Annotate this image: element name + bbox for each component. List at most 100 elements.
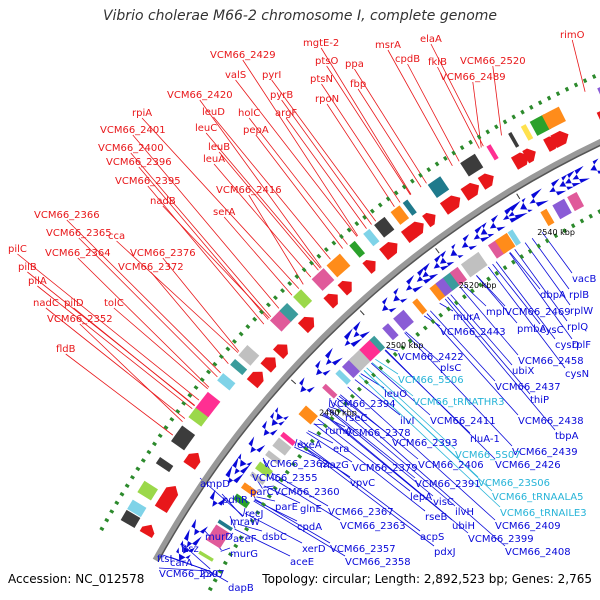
rna-feature-labels: VCM66_5S06VCM66_tRNATHR3VCM66_5S07VCM66_…	[398, 375, 587, 519]
inner-segment	[240, 482, 258, 497]
inner-segment	[335, 369, 351, 385]
forward-gene-arrow	[297, 316, 315, 334]
reverse-gene-label: VCM66_2378	[345, 428, 411, 439]
reverse-gene-label: thiP	[530, 395, 549, 406]
reverse-gene-label: xerD	[302, 544, 326, 555]
reverse-gene-arrow	[489, 214, 506, 232]
forward-gene-label: fklB	[428, 57, 447, 68]
forward-gene-arrow	[407, 221, 424, 239]
reverse-gene-label-connector	[234, 528, 291, 557]
forward-gene-label-connector	[248, 194, 304, 285]
rna-gene-label-connector	[366, 367, 456, 450]
reverse-gene-arrow	[248, 436, 266, 453]
reverse-gene-label: exeA	[297, 440, 322, 451]
backbone-edge	[157, 144, 600, 563]
forward-gene-label: VCM66_2395	[115, 176, 181, 187]
accession-value: NC_012578	[75, 572, 145, 586]
reverse-gene-arrow	[261, 420, 278, 436]
forward-gene-label-connector	[242, 59, 359, 237]
forward-gene-label-connector	[141, 117, 300, 289]
reverse-gene-label: era	[333, 444, 349, 455]
outer-segment	[541, 106, 566, 130]
reverse-gene-arrow	[508, 200, 528, 220]
reverse-gene-label-connector	[509, 252, 573, 340]
outer-segment	[188, 406, 209, 427]
reverse-gene-label: cysN	[565, 369, 589, 380]
reverse-gene-label: mpl	[486, 307, 505, 318]
reverse-gene-arrow	[416, 266, 434, 284]
reverse-gene-label-connector	[476, 275, 518, 324]
reverse-gene-arrow	[183, 529, 202, 548]
reverse-gene-arrow	[461, 234, 478, 251]
forward-gene-label: pilD	[64, 298, 84, 309]
forward-gene-label-connector	[150, 271, 229, 365]
reverse-gene-label: VCM66_2411	[430, 416, 496, 427]
reverse-gene-label: ilvH	[455, 507, 474, 518]
forward-gene-label-connector	[132, 134, 280, 309]
genes-value: 2,765	[557, 572, 592, 586]
outer-segment	[349, 240, 366, 258]
reverse-gene-arrow	[439, 250, 455, 266]
inner-segment	[341, 356, 364, 379]
scale-tick-label: 2520 kbp	[459, 281, 497, 290]
forward-gene-label: VCM66_2376	[130, 248, 196, 259]
forward-gene-label: leuB	[208, 142, 230, 153]
forward-gene-label-connector	[213, 163, 312, 278]
reverse-gene-label-connector	[244, 513, 303, 544]
forward-gene-arrow	[439, 195, 461, 215]
inner-segment	[382, 323, 399, 341]
reverse-gene-label: parE	[275, 502, 298, 513]
outer-segment	[311, 268, 335, 291]
reverse-gene-label: VCM66_2409	[495, 521, 561, 532]
inner-segment	[460, 258, 479, 278]
forward-gene-label: ptsN	[310, 74, 333, 85]
reverse-gene-label-connector	[273, 473, 329, 507]
reverse-gene-label-connector	[509, 252, 541, 290]
reverse-gene-label-connector	[354, 379, 401, 416]
length-value: 2,892,523 bp	[423, 572, 504, 586]
inner-segment	[412, 298, 428, 315]
reverse-gene-label-connector	[237, 523, 263, 532]
reverse-gene-label-connector	[313, 423, 326, 426]
forward-gene-label: VCM66_2520	[460, 56, 526, 67]
reverse-gene-label: ubiH	[452, 521, 475, 532]
forward-gene-label: fldB	[56, 344, 76, 355]
inner-segment	[272, 437, 292, 456]
forward-gene-label: nadC	[33, 298, 59, 309]
reverse-gene-label: ftsI	[157, 554, 172, 565]
reverse-gene-label: VCM66_2437	[495, 382, 561, 393]
reverse-gene-label-connector	[347, 386, 496, 521]
topology-value: circular	[322, 572, 367, 586]
reverse-gene-label: pdhR	[222, 495, 248, 506]
forward-gene-label-connector	[162, 257, 240, 352]
forward-gene-label-connector	[354, 68, 427, 184]
forward-gene-label: VCM66_2396	[106, 157, 172, 168]
inner-segment	[249, 471, 266, 485]
reverse-gene-label-connector	[488, 266, 566, 369]
inner-segment	[494, 232, 516, 255]
rna-gene-label-connector	[358, 375, 501, 508]
forward-gene-label-connector	[235, 79, 358, 237]
reverse-gene-label-connector	[450, 294, 513, 366]
inner-segment	[232, 493, 251, 509]
reverse-gene-label-connector	[254, 499, 298, 522]
reverse-gene-label-connector	[270, 476, 341, 521]
reverse-gene-label: carA	[170, 558, 193, 569]
outer-segment	[195, 391, 221, 418]
forward-gene-label: cca	[108, 231, 125, 242]
inner-segment	[507, 229, 521, 246]
outer-segment	[217, 373, 236, 391]
forward-gene-label-connector	[162, 205, 270, 319]
forward-gene-arrow	[160, 485, 179, 505]
topology-label: Topology:	[262, 572, 319, 586]
reverse-gene-label-connector	[306, 432, 353, 463]
reverse-gene-label-connector	[405, 331, 441, 363]
reverse-gene-label: VCM66_2360	[274, 487, 340, 498]
reverse-gene-label: tbpA	[555, 431, 579, 442]
forward-gene-arrow	[139, 524, 155, 538]
outer-segment	[155, 457, 174, 473]
forward-gene-label: rimO	[560, 30, 585, 41]
forward-gene-label-connector	[492, 65, 502, 136]
forward-gene-label: leuA	[203, 154, 225, 165]
inner-segment	[198, 550, 214, 562]
